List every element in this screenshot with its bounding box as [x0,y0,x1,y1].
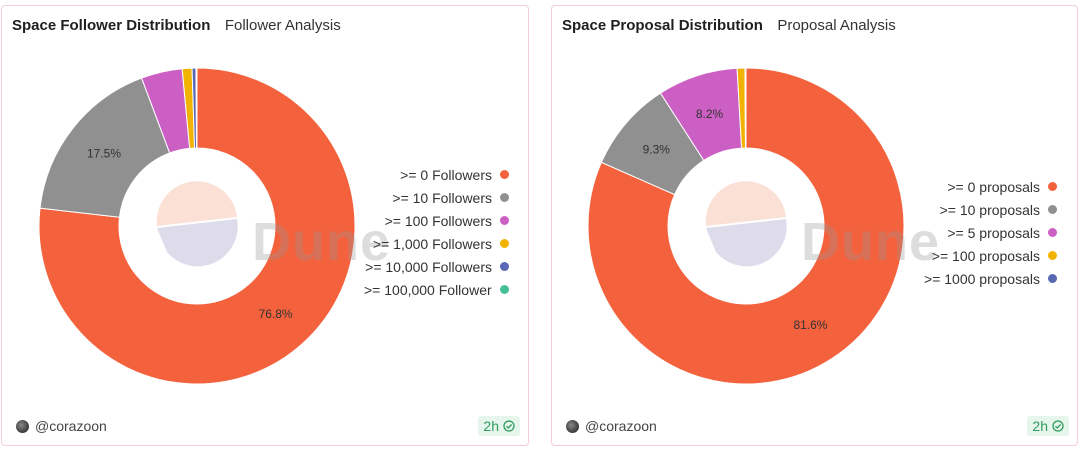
pie-slice[interactable] [587,67,905,385]
card-header: Space Proposal Distribution Proposal Ana… [562,17,896,35]
legend-item[interactable]: >= 1,000 Followers [354,232,509,255]
author-name: @corazoon [35,418,107,434]
legend-item[interactable]: >= 0 Followers [354,163,509,186]
author-name: @corazoon [585,418,657,434]
legend-item[interactable]: >= 100 Followers [354,209,509,232]
card-title[interactable]: Space Proposal Distribution [562,17,763,34]
check-circle-icon [1052,420,1064,432]
chart-legend: >= 0 Followers >= 10 Followers >= 100 Foll… [354,163,509,301]
dune-logo-icon [156,181,237,226]
slice-data-label: 9.3% [643,142,671,156]
legend-label: >= 100 Followers [384,212,492,229]
author-link[interactable]: @corazoon [16,418,107,434]
legend-color-dot [1048,182,1057,191]
legend-color-dot [1048,274,1057,283]
legend-color-dot [1048,205,1057,214]
pie-slice[interactable] [39,77,171,218]
legend-label: >= 10 proposals [939,201,1040,218]
legend-label: >= 0 Followers [400,166,492,183]
legend-label: >= 10 Followers [392,189,492,206]
legend-item[interactable]: >= 5 proposals [904,221,1057,244]
card-subtitle: Proposal Analysis [777,17,896,34]
legend-label: >= 100 proposals [931,247,1040,264]
card-header: Space Follower Distribution Follower Ana… [12,17,341,35]
legend-label: >= 100,000 Followers [364,281,492,298]
pie-slice[interactable] [195,67,198,149]
legend-color-dot [500,193,509,202]
refresh-age: 2h [483,418,499,434]
chart-legend: >= 0 proposals >= 10 proposals >= 5 propos… [904,175,1057,290]
legend-label: >= 5 proposals [947,224,1040,241]
legend-item[interactable]: >= 10 Followers [354,186,509,209]
slice-data-label: 76.8% [259,307,293,321]
refresh-badge[interactable]: 2h [478,416,520,436]
legend-color-dot [500,285,509,294]
card-title[interactable]: Space Follower Distribution [12,17,211,34]
avatar-icon [16,419,29,433]
avatar-icon [566,419,579,433]
slice-data-label: 8.2% [696,107,724,121]
slice-data-label: 81.6% [793,318,827,332]
legend-item[interactable]: >= 1000 proposals [904,267,1057,290]
dune-logo-icon [157,219,238,267]
legend-label: >= 0 proposals [947,178,1040,195]
legend-color-dot [1048,228,1057,237]
legend-label: >= 10,000 Followers [365,258,492,275]
legend-item[interactable]: >= 100,000 Followers [354,278,509,301]
legend-item[interactable]: >= 100 proposals [904,244,1057,267]
proposal-distribution-card: Space Proposal Distribution Proposal Ana… [551,5,1078,446]
dune-logo-icon [706,219,787,267]
follower-donut-chart[interactable]: 76.8% 17.5% [2,6,530,406]
legend-item[interactable]: >= 0 proposals [904,175,1057,198]
card-subtitle: Follower Analysis [224,17,341,34]
legend-color-dot [500,216,509,225]
legend-color-dot [500,262,509,271]
dune-logo-icon [705,181,786,226]
legend-color-dot [500,239,509,248]
proposal-donut-chart[interactable]: 81.6% 9.3% 8.2% [552,6,1079,406]
follower-distribution-card: Space Follower Distribution Follower Ana… [1,5,529,446]
refresh-badge[interactable]: 2h [1027,416,1069,436]
pie-slice[interactable] [38,67,356,385]
author-link[interactable]: @corazoon [566,418,657,434]
legend-color-dot [500,170,509,179]
pie-slice[interactable] [744,67,747,149]
slice-data-label: 17.5% [87,146,121,160]
legend-item[interactable]: >= 10,000 Followers [354,255,509,278]
refresh-age: 2h [1032,418,1048,434]
check-circle-icon [503,420,515,432]
legend-label: >= 1000 proposals [924,270,1040,287]
legend-color-dot [1048,251,1057,260]
legend-label: >= 1,000 Followers [372,235,492,252]
legend-item[interactable]: >= 10 proposals [904,198,1057,221]
